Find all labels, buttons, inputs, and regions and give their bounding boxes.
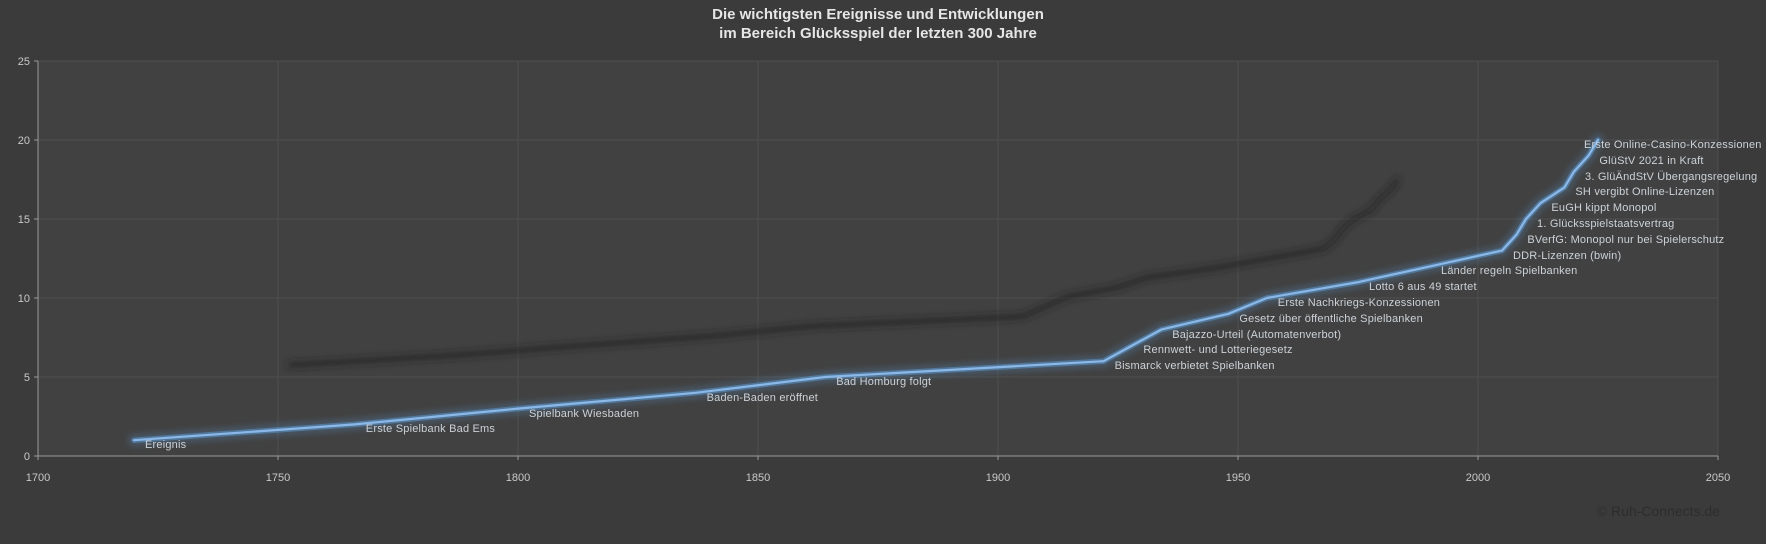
y-tick-label: 15 bbox=[18, 214, 30, 226]
series-line bbox=[132, 138, 1600, 442]
x-tick-label: 1950 bbox=[1226, 472, 1250, 484]
axes bbox=[34, 60, 1719, 460]
x-tick-label: 1800 bbox=[506, 472, 530, 484]
copyright-text: © Ruh-Connects.de bbox=[1596, 503, 1720, 519]
chart-title-line-1: Die wichtigsten Ereignisse und Entwicklu… bbox=[712, 6, 1044, 23]
x-tick-label: 1850 bbox=[746, 472, 770, 484]
x-tick-label: 1900 bbox=[986, 472, 1010, 484]
x-tick-label: 2000 bbox=[1466, 472, 1490, 484]
x-tick-label: 1750 bbox=[266, 472, 290, 484]
x-tick-label: 2050 bbox=[1706, 472, 1730, 484]
y-tick-label: 10 bbox=[18, 293, 30, 305]
y-tick-label: 20 bbox=[18, 135, 30, 147]
axis-tick-labels: 1700 1750 1800 1850 1900 1950 2000 2050 0 5 10 15 20… bbox=[18, 56, 1730, 484]
x-tick-label: 1700 bbox=[26, 472, 50, 484]
y-tick-label: 5 bbox=[24, 372, 30, 384]
chart-title: Die wichtigsten Ereignisse und Entwicklu… bbox=[712, 5, 1044, 43]
y-tick-label: 0 bbox=[24, 451, 30, 463]
chart-title-line-2: im Bereich Glücksspiel der letzten 300 J… bbox=[719, 25, 1037, 42]
series-shadow-line bbox=[286, 177, 1401, 369]
y-tick-label: 25 bbox=[18, 56, 30, 68]
